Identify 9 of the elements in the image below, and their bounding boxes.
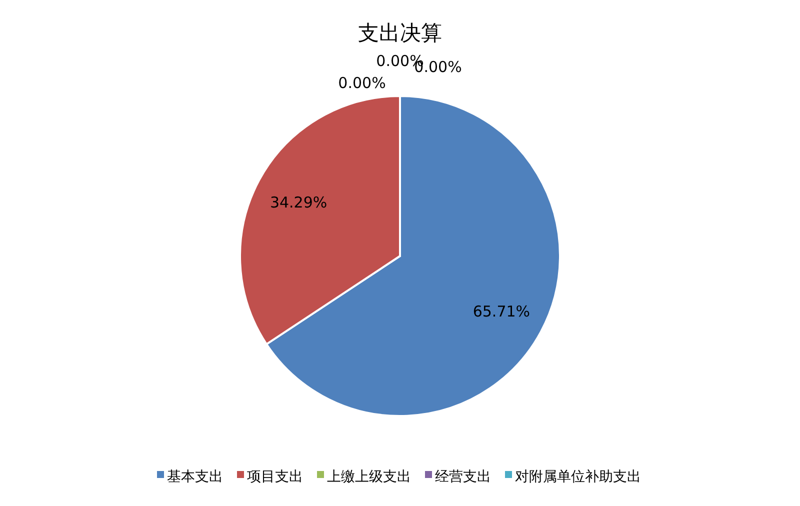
legend-label: 项目支出 bbox=[247, 469, 303, 485]
text: 0.00% bbox=[338, 74, 386, 92]
data-label: 34.29% bbox=[270, 193, 328, 212]
data-label: 65.71% bbox=[472, 302, 530, 321]
legend-label: 经营支出 bbox=[435, 469, 491, 485]
chart-title: 支出决算 bbox=[358, 21, 442, 45]
legend-label: 基本支出 bbox=[167, 469, 223, 485]
legend-label: 上缴上级支出 bbox=[327, 469, 411, 485]
legend-label: 对附属单位补助支出 bbox=[515, 469, 641, 485]
